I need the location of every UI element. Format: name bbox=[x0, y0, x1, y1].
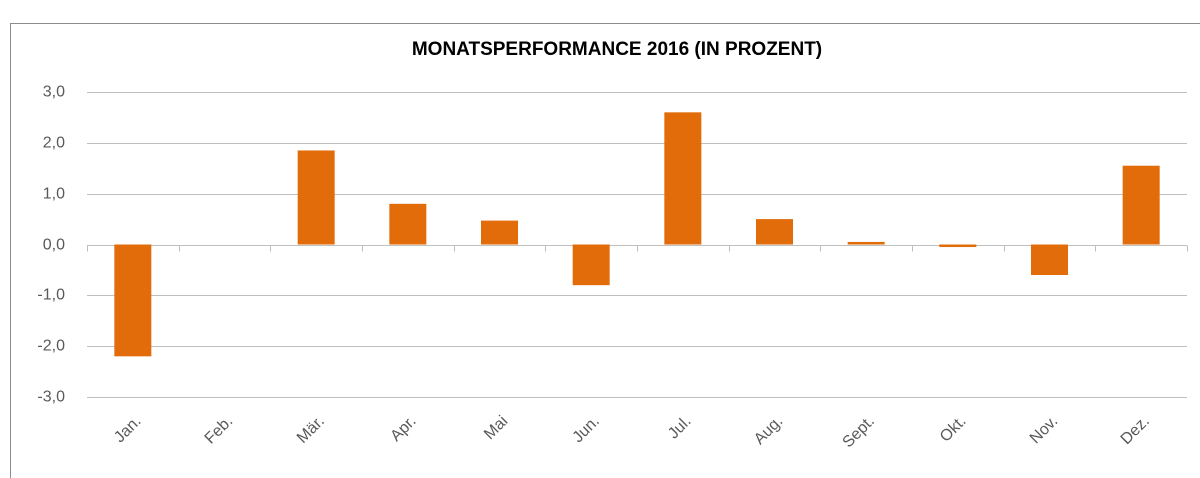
y-tick-label: -1,0 bbox=[37, 287, 65, 304]
bar bbox=[939, 244, 977, 248]
bar bbox=[664, 112, 702, 245]
bar bbox=[572, 244, 610, 286]
bar bbox=[389, 203, 427, 245]
y-tick-label: 2,0 bbox=[43, 135, 65, 152]
bar bbox=[1031, 244, 1068, 275]
bar bbox=[756, 219, 793, 245]
y-tick-label: -2,0 bbox=[37, 338, 65, 355]
bar bbox=[847, 241, 885, 245]
bar bbox=[114, 244, 152, 357]
chart-title: MONATSPERFORMANCE 2016 (IN PROZENT) bbox=[412, 39, 822, 60]
y-tick-label: 3,0 bbox=[43, 84, 65, 101]
bar bbox=[1122, 165, 1160, 245]
bar bbox=[297, 150, 335, 245]
y-tick-label: 0,0 bbox=[43, 237, 65, 254]
bar bbox=[481, 220, 518, 245]
y-tick-label: 1,0 bbox=[43, 186, 65, 203]
y-tick-label: -3,0 bbox=[37, 389, 65, 406]
